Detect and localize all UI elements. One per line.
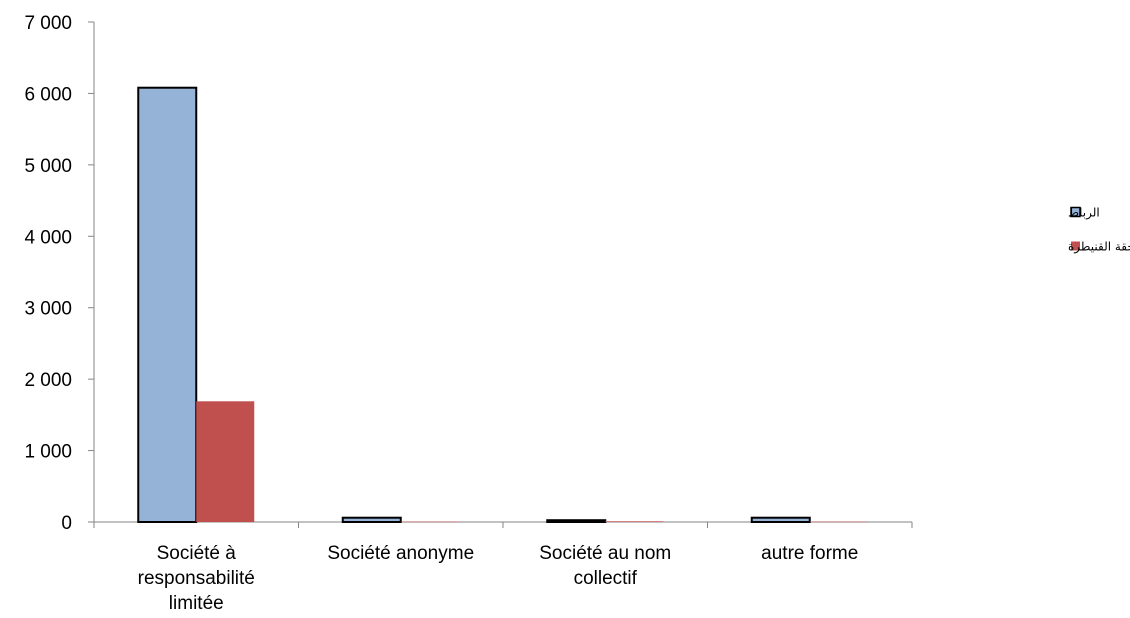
bar-series1: [750, 516, 811, 524]
y-tick-label: 3 000: [24, 299, 72, 320]
x-category-label: limitée: [169, 593, 224, 614]
y-tick-label: 2 000: [24, 370, 72, 391]
y-axis-tick-labels: 0 1 000 2 000 3 000 4 000 5 000 6 000 7 000: [24, 13, 72, 534]
chart-legend: الرباط ملحقة القنيطرة: [1068, 206, 1130, 255]
y-tick-label: 1 000: [24, 442, 72, 463]
x-axis-category-labels: Société à responsabilité limitée Société an…: [138, 543, 859, 614]
bar-series2: [400, 521, 459, 523]
bar-series1: [341, 516, 402, 524]
bar-series2: [605, 521, 664, 522]
bar-series1: [546, 519, 607, 524]
x-category-label: Société à: [157, 543, 237, 564]
legend-swatch: [1071, 241, 1080, 251]
x-category-label: Société anonyme: [327, 543, 474, 564]
legend-label: ملحقة القنيطرة: [1068, 240, 1130, 255]
legend-label: الرباط: [1068, 206, 1100, 221]
x-category-label: autre forme: [761, 543, 858, 564]
x-category-label: responsabilité: [138, 568, 255, 589]
bar-series2: [196, 401, 255, 522]
y-tick-label: 5 000: [24, 156, 72, 177]
x-category-label: collectif: [574, 568, 638, 589]
bar-series1: [137, 86, 198, 523]
y-tick-label: 6 000: [24, 84, 72, 105]
chart-bars: [137, 86, 868, 524]
y-tick-label: 0: [61, 513, 72, 534]
legend-swatch: [1070, 206, 1081, 218]
x-category-label: Société au nom: [539, 543, 671, 564]
bar-series2: [809, 521, 868, 523]
y-tick-label: 4 000: [24, 227, 72, 248]
y-tick-label: 7 000: [24, 13, 72, 34]
